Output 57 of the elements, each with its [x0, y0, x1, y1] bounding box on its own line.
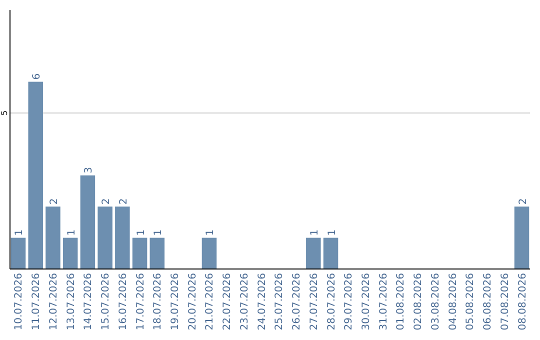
x-tick-label: 24.07.2026 — [256, 273, 268, 330]
bar — [62, 238, 78, 269]
bar — [306, 238, 321, 269]
x-tick-label: 07.08.2026 — [500, 273, 511, 330]
x-tick-label: 19.07.2026 — [170, 273, 182, 330]
x-tick-label: 04.08.2026 — [448, 273, 459, 330]
bar — [202, 238, 217, 269]
x-tick-label: 12.07.2026 — [48, 273, 60, 330]
x-tick-label: 15.07.2026 — [100, 273, 112, 330]
x-tick-label: 16.07.2026 — [118, 273, 129, 330]
x-tick-label: 28.07.2026 — [326, 273, 338, 330]
data-label: 2 — [48, 198, 60, 205]
x-tick-label: 06.08.2026 — [482, 273, 494, 330]
bar — [132, 238, 148, 269]
bar — [46, 206, 60, 269]
data-label: 1 — [136, 229, 147, 236]
data-label: 1 — [14, 229, 26, 236]
x-tick-label: 08.08.2026 — [517, 273, 528, 330]
data-label: 1 — [66, 229, 78, 236]
data-label: 1 — [309, 229, 320, 236]
data-label: 1 — [153, 229, 164, 236]
data-label: 6 — [32, 73, 43, 80]
x-tick-label: 22.07.2026 — [222, 273, 234, 330]
bar — [80, 175, 96, 269]
x-tick-label: 03.08.2026 — [430, 273, 442, 330]
bar — [150, 238, 165, 269]
x-tick-label: 30.07.2026 — [360, 273, 372, 330]
bar — [115, 206, 130, 269]
x-tick-label: 02.08.2026 — [413, 273, 424, 330]
data-label: 3 — [84, 167, 95, 174]
x-tick-label: 01.08.2026 — [396, 273, 407, 330]
y-tick-label: 5 — [0, 110, 9, 116]
x-tick-label: 11.07.2026 — [31, 273, 42, 330]
x-tick-label: 05.08.2026 — [465, 273, 476, 330]
bar — [98, 206, 112, 269]
bar — [10, 238, 26, 269]
x-tick-label: 10.07.2026 — [14, 273, 25, 330]
x-tick-label: 17.07.2026 — [135, 273, 146, 330]
x-tick-label: 13.07.2026 — [66, 273, 77, 330]
data-label: 1 — [205, 229, 216, 236]
data-label: 1 — [326, 229, 338, 236]
data-label: 2 — [518, 198, 529, 205]
x-tick-label: 21.07.2026 — [204, 273, 216, 330]
x-tick-label: 25.07.2026 — [274, 273, 286, 330]
x-tick-label: 18.07.2026 — [152, 273, 164, 330]
data-label: 2 — [118, 198, 130, 205]
x-tick-label: 27.07.2026 — [308, 273, 320, 330]
bar — [323, 238, 338, 269]
bar — [514, 206, 530, 269]
x-tick-label: 23.07.2026 — [239, 273, 250, 330]
x-tick-label: 26.07.2026 — [292, 273, 303, 330]
x-tick-label: 14.07.2026 — [83, 273, 94, 330]
data-label: 2 — [101, 198, 112, 205]
x-tick-label: 20.07.2026 — [187, 273, 198, 330]
bar — [28, 82, 43, 269]
x-tick-label: 29.07.2026 — [344, 273, 355, 330]
x-tick-label: 31.07.2026 — [378, 273, 390, 330]
